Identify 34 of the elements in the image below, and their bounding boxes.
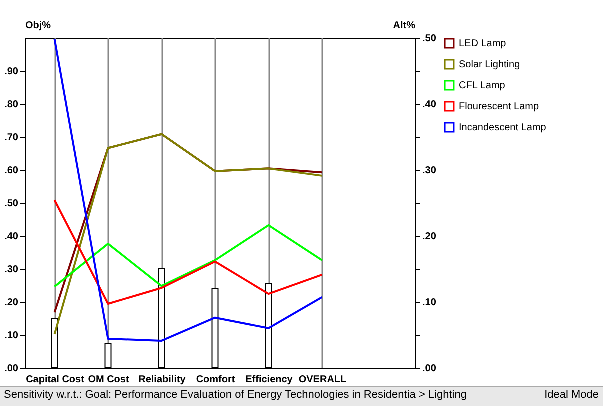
y-tick-label: .90 xyxy=(4,66,19,78)
y2-tick-label: .10 xyxy=(422,298,437,308)
x-tick-label: Comfort xyxy=(196,374,236,386)
line-series xyxy=(54,38,324,342)
text: Ideal Mode xyxy=(544,389,599,403)
y-tick-label: .10 xyxy=(4,330,19,342)
y-tick-label: .20 xyxy=(4,298,19,308)
y2-tick-label: .40 xyxy=(422,100,437,110)
y2-tick-label: .30 xyxy=(422,166,437,176)
x-tick-label: Reliability xyxy=(138,374,186,386)
y2-axis-title: Alt% xyxy=(393,20,416,32)
y2-tick-label: .00 xyxy=(422,364,437,374)
text: Sensitivity w.r.t.: Goal: Performance Evaluation of Energy Technologies in Residentia > Lighting xyxy=(4,389,467,403)
y-tick-label: .70 xyxy=(4,132,19,144)
line-series xyxy=(54,224,324,288)
legend-label: CFL Lamp xyxy=(459,80,506,92)
y-tick-label: .80 xyxy=(4,100,19,110)
y2-tick-label: .50 xyxy=(422,34,437,44)
legend-label: Solar Lighting xyxy=(459,60,520,70)
y-tick-label: .60 xyxy=(4,166,19,176)
y-tick-label: .00 xyxy=(4,364,19,374)
y-tick-label: .30 xyxy=(4,264,19,276)
legend-label: Flourescent Lamp xyxy=(459,102,540,112)
y-tick-label: .40 xyxy=(4,232,19,242)
line-series xyxy=(54,199,324,305)
x-tick-label: OVERALL xyxy=(298,374,347,386)
legend-label: Incandescent Lamp xyxy=(459,122,547,134)
y-axis-title: Obj% xyxy=(26,20,52,32)
x-tick-label: Capital Cost xyxy=(26,374,86,386)
x-tick-label: OM Cost xyxy=(88,374,130,386)
legend-label: LED Lamp xyxy=(459,38,507,50)
y-tick-label: .50 xyxy=(4,198,19,210)
y2-tick-label: .20 xyxy=(422,232,437,242)
x-tick-label: Efficiency xyxy=(246,374,294,386)
